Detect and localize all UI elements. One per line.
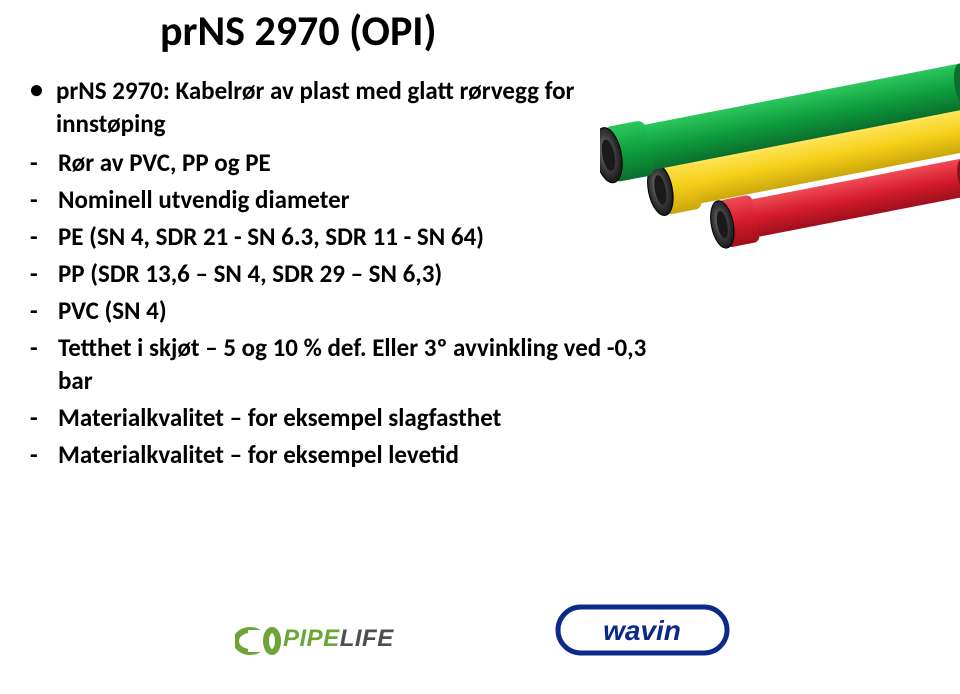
sub-bullet-text: Tetthet i skjøt – 5 og 10 % def. Eller 3… [58,331,650,397]
sub-bullet: - PP (SDR 13,6 – SN 4, SDR 29 – SN 6,3) [30,257,650,290]
bullet-dot-icon: • [30,74,56,105]
dash-icon: - [30,220,58,253]
wavin-text: wavin [603,615,681,646]
pipelife-pipe-text: PIPE [283,625,340,652]
pipes-illustration [600,56,960,296]
dash-icon: - [30,438,58,471]
sub-bullet: - Materialkvalitet – for eksempel leveti… [30,438,650,471]
dash-icon: - [30,401,58,434]
svg-text:PIPELIFE: PIPELIFE [283,625,394,652]
sub-bullet: - Nominell utvendig diameter [30,183,650,216]
lead-bullet: • prNS 2970: Kabelrør av plast med glatt… [30,74,650,140]
sub-bullet: - PE (SN 4, SDR 21 - SN 6.3, SDR 11 - SN… [30,220,650,253]
pipelife-life-text: LIFE [340,625,394,652]
wavin-logo: wavin [555,604,730,656]
slide-body: • prNS 2970: Kabelrør av plast med glatt… [30,74,650,475]
dash-icon: - [30,257,58,290]
sub-bullet: - PVC (SN 4) [30,294,650,327]
sub-bullet-text: Materialkvalitet – for eksempel levetid [58,438,459,471]
sub-bullet-text: Nominell utvendig diameter [58,183,350,216]
dash-icon: - [30,331,58,364]
dash-icon: - [30,183,58,216]
pipelife-logo: PIPELIFE [235,614,410,658]
slide-title: prNS 2970 (OPI) [160,6,437,57]
logo-bar: PIPELIFE wavin [0,588,960,658]
sub-bullet-text: PE (SN 4, SDR 21 - SN 6.3, SDR 11 - SN 6… [58,220,484,253]
sub-bullet-text: Materialkvalitet – for eksempel slagfast… [58,401,501,434]
sub-bullet: - Materialkvalitet – for eksempel slagfa… [30,401,650,434]
sub-bullet: - Rør av PVC, PP og PE [30,146,650,179]
sub-bullet: - Tetthet i skjøt – 5 og 10 % def. Eller… [30,331,650,397]
dash-icon: - [30,294,58,327]
sub-bullet-text: PP (SDR 13,6 – SN 4, SDR 29 – SN 6,3) [58,257,442,290]
sub-bullet-text: Rør av PVC, PP og PE [58,146,271,179]
sub-bullet-text: PVC (SN 4) [58,294,167,327]
lead-bullet-text: prNS 2970: Kabelrør av plast med glatt r… [56,74,650,140]
dash-icon: - [30,146,58,179]
